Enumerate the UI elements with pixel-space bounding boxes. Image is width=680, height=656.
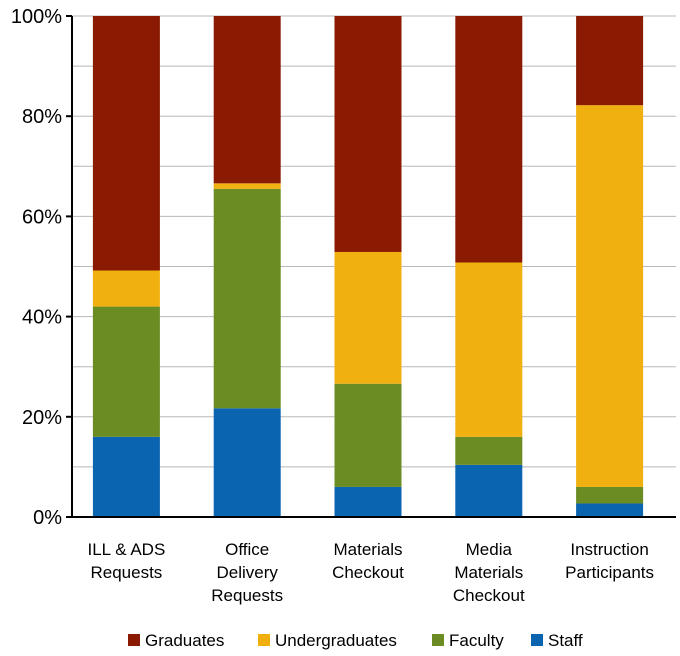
bar-undergraduates-2 [214, 183, 281, 189]
bar-graduates-5 [576, 16, 643, 105]
bar-graduates-3 [335, 16, 402, 252]
legend-swatch-graduates [128, 634, 140, 646]
bar-undergraduates-1 [93, 271, 160, 307]
bar-staff-2 [214, 408, 281, 517]
category-label-1: ILL & ADS Requests [87, 540, 165, 582]
bar-faculty-3 [335, 384, 402, 487]
bar-staff-4 [455, 465, 522, 517]
bar-staff-5 [576, 503, 643, 517]
legend-swatch-undergraduates [258, 634, 270, 646]
bar-graduates-2 [214, 16, 281, 183]
bar-faculty-5 [576, 487, 643, 504]
y-tick-label-40: 40% [22, 307, 62, 329]
bar-graduates-4 [455, 16, 522, 262]
y-tick-label-100: 100% [11, 6, 62, 28]
legend-swatch-faculty [432, 634, 444, 646]
legend-swatch-staff [531, 634, 543, 646]
y-tick-label-20: 20% [22, 407, 62, 429]
bar-undergraduates-3 [335, 252, 402, 384]
bar-faculty-4 [455, 437, 522, 465]
y-tick-label-80: 80% [22, 106, 62, 128]
y-tick-label-0: 0% [33, 507, 62, 529]
legend-label-graduates: Graduates [145, 631, 224, 650]
category-label-5: Instruction Participants [565, 540, 654, 582]
category-label-2: Office Delivery Requests [211, 540, 283, 605]
bar-faculty-1 [93, 307, 160, 437]
legend: Graduates Undergraduates Faculty Staff [128, 631, 583, 650]
category-label-3: Materials Checkout [332, 540, 404, 582]
bar-graduates-1 [93, 16, 160, 271]
legend-label-undergraduates: Undergraduates [275, 631, 397, 650]
category-label-4: Media Materials Checkout [453, 540, 525, 605]
legend-label-faculty: Faculty [449, 631, 504, 650]
bar-staff-1 [93, 437, 160, 517]
bar-undergraduates-5 [576, 105, 643, 487]
bar-staff-3 [335, 487, 402, 517]
y-tick-labels: 0% 20% 40% 60% 80% 100% [11, 6, 62, 529]
y-tick-label-60: 60% [22, 206, 62, 228]
category-labels: ILL & ADS Requests Office Delivery Requests M… [87, 540, 654, 605]
bar-undergraduates-4 [455, 262, 522, 436]
legend-label-staff: Staff [548, 631, 583, 650]
bar-faculty-2 [214, 189, 281, 408]
